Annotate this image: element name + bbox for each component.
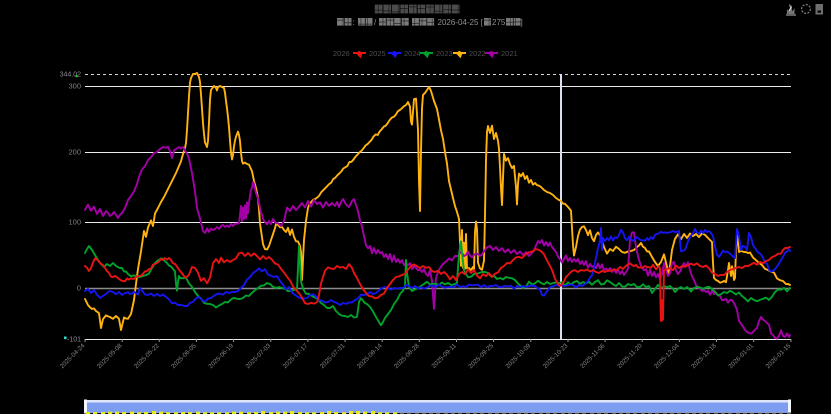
svg-text:2024: 2024 <box>404 49 421 58</box>
svg-text:2026-04-25 [: 2026-04-25 [ <box>438 18 484 27</box>
svg-text:2022: 2022 <box>469 49 486 58</box>
svg-text::: : <box>353 18 355 27</box>
svg-text:2023: 2023 <box>436 49 453 58</box>
svg-text:/: / <box>374 18 377 27</box>
svg-text:100: 100 <box>68 218 81 227</box>
svg-text:]: ] <box>521 18 523 27</box>
svg-text:2021: 2021 <box>501 49 518 58</box>
svg-text:344.02: 344.02 <box>60 72 82 79</box>
svg-text:0: 0 <box>77 284 81 293</box>
svg-text:-101: -101 <box>67 337 81 344</box>
svg-text:275: 275 <box>492 18 506 27</box>
svg-text:300: 300 <box>68 82 81 91</box>
svg-text:2025: 2025 <box>369 49 386 58</box>
svg-text:200: 200 <box>68 148 81 157</box>
svg-text:2026: 2026 <box>333 49 350 58</box>
